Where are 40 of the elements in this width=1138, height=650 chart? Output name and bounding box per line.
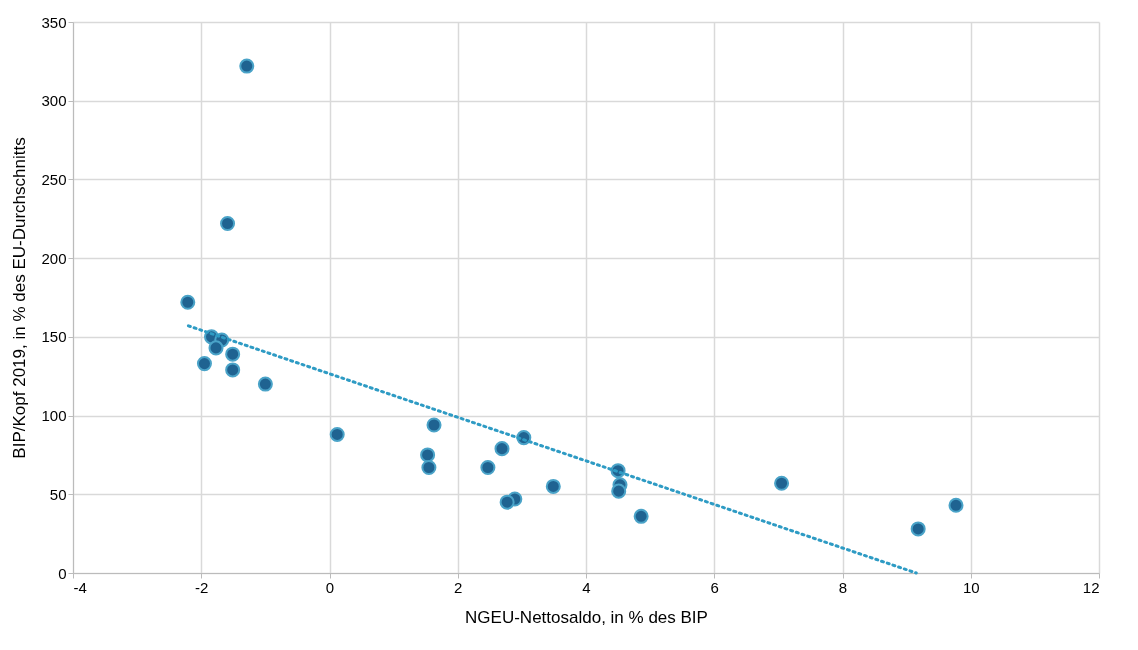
x-tick-label: -2 xyxy=(195,578,209,596)
point xyxy=(257,376,273,392)
y-axis-title: BIP/Kopf 2019, in % des EU-Durchschnitts xyxy=(10,137,30,459)
y-tick-label: 100 xyxy=(41,407,67,425)
point xyxy=(633,508,649,524)
point xyxy=(196,356,212,372)
point xyxy=(220,216,236,232)
point xyxy=(910,521,926,537)
y-tick-label: 0 xyxy=(58,564,67,582)
y-tick-label: 200 xyxy=(41,249,67,267)
point xyxy=(426,417,442,433)
x-tick-label: 10 xyxy=(962,578,980,596)
x-tick-label: 4 xyxy=(582,578,591,596)
point xyxy=(225,362,241,378)
y-tick-label: 50 xyxy=(49,485,67,503)
point xyxy=(611,483,627,499)
y-tick-label: 250 xyxy=(41,170,67,188)
point xyxy=(180,294,196,310)
x-tick-label: 2 xyxy=(454,578,463,596)
point xyxy=(239,58,255,74)
point xyxy=(545,478,561,494)
point xyxy=(774,475,790,491)
point xyxy=(420,447,436,463)
x-tick-label: 12 xyxy=(1082,578,1100,596)
x-tick-label: 8 xyxy=(838,578,848,596)
point xyxy=(494,441,510,457)
x-tick-label: 0 xyxy=(325,578,335,596)
point xyxy=(208,340,224,356)
y-tick-label: 350 xyxy=(41,13,67,31)
point xyxy=(480,460,496,476)
point xyxy=(948,497,964,513)
point xyxy=(225,346,241,362)
point xyxy=(499,494,515,510)
x-tick-label: 6 xyxy=(710,578,719,596)
point xyxy=(421,460,437,476)
x-tick-label: -4 xyxy=(73,578,87,596)
y-tick-label: 300 xyxy=(41,92,67,110)
y-tick-label: 150 xyxy=(41,328,67,346)
x-axis-title: NGEU-Nettosaldo, in % des BIP xyxy=(465,607,708,627)
point xyxy=(329,426,345,442)
